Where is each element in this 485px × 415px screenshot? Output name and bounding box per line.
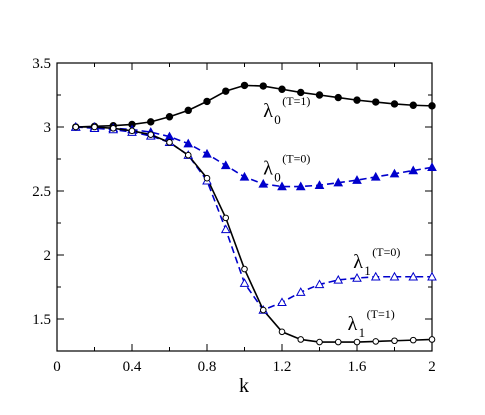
data-point-l0_T0 [333,177,344,187]
data-point-l0_T1 [240,81,249,90]
data-point-l1_T1 [222,214,230,222]
data-point-l1_T0 [427,271,437,281]
annotation-subscript: 0 [274,169,281,184]
data-point-l0_T0 [427,162,437,172]
data-point-l0_T1 [372,98,380,106]
data-point-l0_T0 [220,160,231,170]
annotation-superscript: (T=0) [282,151,310,165]
x-axis-label: k [239,375,249,397]
data-point-l0_T1 [297,88,305,97]
series-line-l0_T1 [75,84,433,128]
data-point-l1_T1 [72,123,80,131]
series-markers [70,81,437,346]
data-point-l1_T1 [203,174,211,182]
data-point-l0_T1 [184,106,192,115]
data-point-l1_T0 [295,287,306,296]
y-tick-label: 3.5 [32,56,51,72]
data-point-l0_T1 [278,85,286,93]
data-point-l0_T1 [203,97,211,106]
data-point-l0_T1 [334,93,342,102]
data-point-l1_T0 [389,271,400,281]
data-point-l1_T0 [333,274,344,284]
data-point-l0_T0 [183,138,194,148]
x-tick-label: 2 [428,359,436,375]
annotation-subscript: 1 [359,325,366,340]
data-point-l0_T1 [165,113,174,121]
data-point-l1_T1 [241,265,248,273]
annotation-symbol: λ [263,157,273,179]
y-tick-label: 3 [44,120,52,136]
data-point-l1_T0 [408,271,419,281]
x-tick-label: 0 [53,359,61,375]
data-point-l0_T1 [409,101,417,109]
data-point-l0_T1 [353,96,361,104]
data-point-l1_T1 [428,336,436,343]
y-tick-label: 1.5 [32,312,51,328]
data-point-l1_T1 [91,123,98,131]
annotation-superscript: (T=1) [367,307,395,321]
annotation-a_l0_T0: λ 0(T=0) [263,151,310,184]
data-point-l1_T1 [128,127,136,135]
annotation-subscript: 0 [274,112,281,127]
data-point-l1_T1 [391,337,398,345]
data-point-l1_T1 [334,338,342,346]
x-tick-label: 1.2 [273,359,292,375]
data-point-l1_T0 [220,224,231,234]
data-point-l0_T0 [314,180,325,189]
data-point-l1_T1 [184,151,192,159]
annotation-symbol: λ [263,100,273,122]
data-point-l0_T0 [352,175,362,184]
data-point-l0_T0 [277,181,287,191]
data-point-l0_T0 [370,171,381,181]
data-point-l0_T0 [389,168,400,178]
data-point-l1_T1 [259,306,267,314]
data-point-l0_T0 [408,165,419,175]
data-point-l1_T0 [314,279,325,289]
data-point-l1_T1 [147,131,155,138]
data-point-l1_T0 [370,271,381,281]
data-point-l1_T1 [109,124,117,132]
y-tick-label: 2 [44,248,52,264]
data-point-l0_T1 [315,91,324,99]
data-point-l0_T1 [259,82,267,90]
annotation-subscript: 1 [364,263,371,278]
data-point-l0_T1 [147,118,155,126]
data-point-l0_T1 [390,100,399,108]
data-point-l1_T1 [409,336,417,344]
annotation-symbol: λ [353,251,363,273]
axis-ticks: 0 0.4 0.8 1.2 1.6 2 1.5 2 2.5 3 3.5 [32,56,436,375]
data-point-l1_T1 [353,338,361,346]
data-point-l0_T0 [258,178,269,188]
x-tick-label: 0.4 [123,359,142,375]
data-point-l1_T1 [297,336,305,343]
annotation-symbol: λ [348,313,358,335]
data-point-l1_T1 [278,328,286,336]
data-point-l0_T1 [428,102,436,110]
series-line-l1_T0 [75,126,432,312]
data-point-l0_T0 [295,181,306,191]
annotation-superscript: (T=0) [372,245,400,259]
data-point-l0_T1 [222,87,230,95]
annotation-a_l1_T0: λ 1(T=0) [353,245,400,278]
data-point-l1_T1 [166,139,173,146]
x-tick-label: 0.8 [198,359,217,375]
annotation-superscript: (T=1) [282,94,310,108]
annotation-a_l1_T1: λ 1(T=1) [348,307,395,340]
data-point-l1_T0 [352,273,362,282]
data-point-l1_T0 [239,278,250,287]
annotation-a_l0_T1: λ 0(T=1) [263,94,310,127]
data-point-l1_T1 [316,338,323,346]
x-tick-label: 1.6 [348,359,367,375]
data-point-l1_T1 [372,338,380,345]
y-tick-label: 2.5 [32,184,51,200]
data-point-l0_T0 [202,148,212,158]
data-point-l1_T0 [277,297,287,307]
series-annotations: λ 0(T=1)λ 0(T=0)λ 1(T=0)λ 1(T=1) [263,94,400,340]
data-point-l0_T0 [239,171,250,181]
